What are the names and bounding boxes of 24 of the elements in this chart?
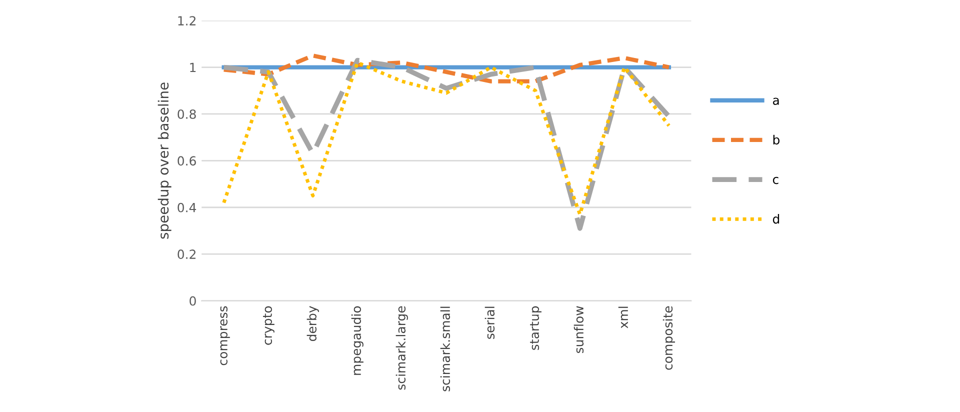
x-tick-label: xml [618,306,628,328]
y-tick-label: 0.2 [178,250,196,259]
x-tick-label: compress [220,306,230,366]
x-tick-label: crypto [263,306,274,345]
x-tick-label: scimark.large [396,306,408,390]
y-tick-label: 0.8 [178,109,196,119]
y-axis-title: speedup over baseline [158,82,172,239]
x-tick-label: derby [306,306,319,342]
legend-label: b [773,134,780,145]
y-tick-label: 0 [190,296,196,306]
legend-label: d [772,214,780,224]
x-tick-label: serial [484,306,495,339]
y-tick-label: 0.4 [178,202,196,212]
y-tick-label: 1 [190,62,196,72]
legend-label: c [772,176,778,184]
x-tick-label: mpegaudio [351,306,364,375]
x-tick-label: composite [662,306,675,370]
x-tick-label: sunflow [574,306,584,354]
x-tick-label: startup [530,306,542,350]
y-tick-label: 1.2 [178,16,196,26]
legend-label: a [772,98,779,105]
line-series [222,54,672,84]
x-tick-label: scimark.small [440,306,450,392]
y-tick-label: 0.6 [178,156,196,166]
